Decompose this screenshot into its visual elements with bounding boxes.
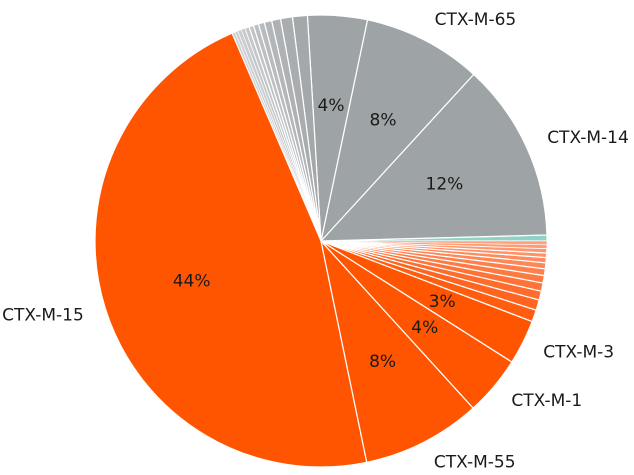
slice-ctx-m-15 — [94, 32, 368, 468]
slice-label-ctx-m-65: CTX-M-65 — [435, 10, 517, 30]
slice-percent-ctx-m-1: 4% — [411, 318, 438, 338]
slice-percent-ctx-m-3: 3% — [429, 292, 456, 312]
slice-ctx-m-55 — [319, 238, 475, 464]
slice-ctx-m-65 — [319, 19, 475, 244]
slice-label-ctx-m-27: CTX-M-27 — [339, 0, 421, 3]
slice-percent-ctx-m-65: 8% — [370, 110, 397, 130]
slice-label-ctx-m-14: CTX-M-14 — [547, 128, 629, 148]
slice-label-ctx-m-3: CTX-M-3 — [543, 342, 614, 362]
pie-slices — [94, 14, 548, 468]
slice-minor-31 — [320, 240, 548, 246]
slice-percent-ctx-m-15: 44% — [173, 272, 211, 292]
slice-percent-ctx-m-14: 12% — [426, 175, 464, 195]
slice-label-ctx-m-15: CTX-M-15 — [2, 305, 84, 325]
slice-percent-ctx-m-55: 8% — [369, 352, 396, 372]
slice-label-ctx-m-55: CTX-M-55 — [434, 453, 516, 473]
slice-label-ctx-m-1: CTX-M-1 — [511, 391, 582, 411]
slice-percent-ctx-m-27: 4% — [318, 96, 345, 116]
slice-ctx-m-14 — [319, 73, 548, 242]
